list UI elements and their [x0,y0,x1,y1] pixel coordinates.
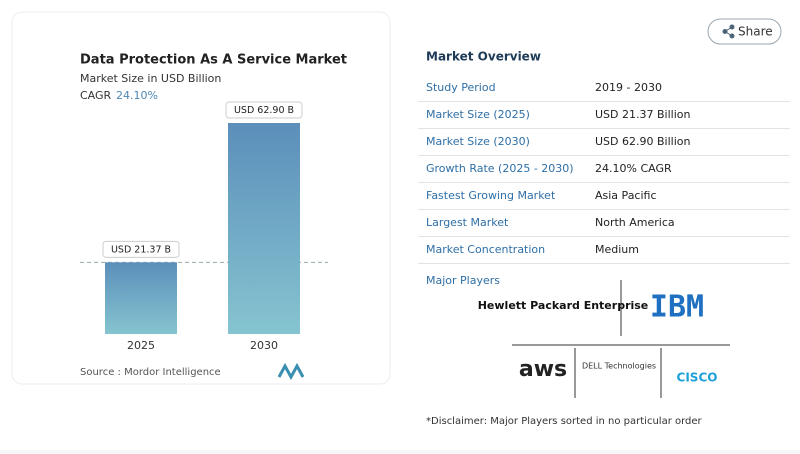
disclaimer: *Disclaimer: Major Players sorted in no … [426,416,703,427]
share-button[interactable] [707,18,782,45]
overview-table: Study Period 2019 - 2030 Market Size (2025… [418,81,790,264]
row-value: USD 62.90 Billion [595,135,690,148]
value-label-box [102,240,180,258]
row-label: Largest Market [426,216,509,229]
logo-cisco: CISCO [677,371,718,385]
row-label: Fastest Growing Market [426,189,556,202]
row-value: 24.10% CAGR [595,162,672,175]
row-label: Study Period [426,81,496,94]
row-value: Asia Pacific [595,189,657,202]
row-value: 2019 - 2030 [595,81,662,94]
row-value: North America [595,216,675,229]
share-label[interactable]: Share [738,25,773,39]
overview-title: Market Overview [426,50,541,64]
row-label: Market Size (2030) [426,135,530,148]
row-value: Medium [595,243,639,256]
plot: USD 21.37 B 2025 USD 62.90 B 2030 [80,101,328,352]
x-tick-label: 2030 [250,339,278,352]
logo-mark [277,362,305,381]
cagr-value: 24.10% [116,89,158,102]
logo-dell: DELL Technologies [582,362,656,371]
row-value: USD 21.37 Billion [595,108,690,121]
x-tick-label: 2025 [127,339,155,352]
chart-subtitle: Market Size in USD Billion [80,72,221,85]
value-label: USD 62.90 B [234,105,294,116]
value-label: USD 21.37 B [111,244,171,255]
cagr-label: CAGR [80,89,112,102]
logo-grid [512,280,730,398]
logo-aws: aws [519,357,567,382]
source: Source : Mordor Intelligence [80,367,221,378]
row-label: Market Size (2025) [426,108,530,121]
players-title: Major Players [426,274,500,287]
value-label-box [225,101,303,119]
chart-card [11,11,391,385]
row-label: Market Concentration [426,243,545,256]
bar [105,262,177,334]
logo-ibm: IBM [650,290,704,325]
row-label: Growth Rate (2025 - 2030) [426,162,574,175]
chart-title: Data Protection As A Service Market [80,53,347,68]
share-icon [722,24,735,39]
logo-hpe: Hewlett Packard Enterprise [478,299,649,312]
bar [228,123,300,334]
